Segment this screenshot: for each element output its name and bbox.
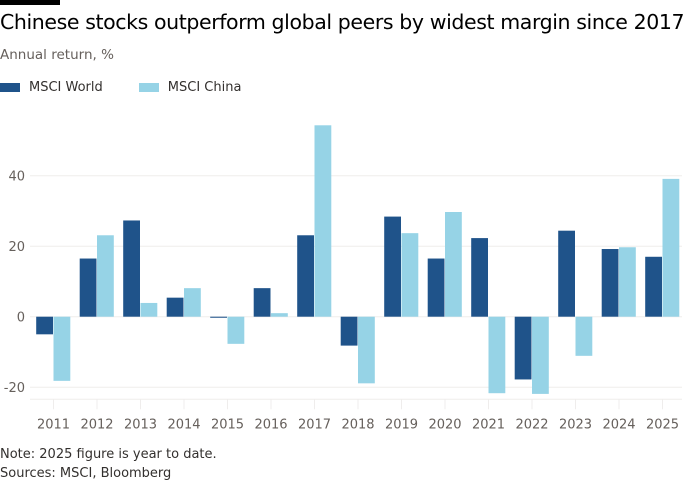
bar-msci-china-2013 [140,302,158,317]
y-tick-label: 0 [17,311,25,326]
bar-msci-world-2014 [166,297,184,317]
legend-item-msci-world: MSCI World [0,80,103,95]
chart-subtitle: Annual return, % [0,47,114,63]
bar-msci-china-2025 [662,178,680,317]
bar-msci-china-2018 [358,316,375,384]
sources: Sources: MSCI, Bloomberg [0,466,172,481]
bar-msci-china-2011 [53,316,71,381]
x-tick-label: 2022 [515,417,548,430]
bar-msci-world-2021 [471,238,488,317]
bar-msci-world-2018 [340,316,358,346]
bar-msci-world-2023 [558,230,575,317]
brand-bar [0,0,60,5]
x-tick-label: 2011 [37,417,70,430]
bar-msci-world-2019 [384,216,401,317]
bar-msci-china-2017 [314,125,332,317]
bar-msci-china-2022 [532,316,549,394]
bar-msci-china-2023 [575,316,593,356]
x-tick-label: 2020 [428,417,461,430]
legend-item-msci-china: MSCI China [138,80,242,95]
y-tick-label: -20 [4,381,25,396]
footnote: Note: 2025 figure is year to date. [0,447,217,462]
bar-msci-china-2012 [97,235,114,317]
bar-msci-world-2011 [36,316,53,335]
bar-msci-world-2022 [514,316,532,380]
legend-label-msci-world: MSCI World [29,80,103,95]
bar-msci-world-2020 [427,258,445,317]
x-tick-label: 2015 [211,417,244,430]
x-tick-label: 2014 [167,417,200,430]
bar-msci-china-2019 [401,233,419,317]
bar-msci-world-2025 [645,256,662,317]
bar-msci-china-2016 [271,313,288,317]
bar-msci-world-2015 [210,316,227,318]
bar-msci-world-2017 [297,235,314,317]
bar-chart: -20 0 20 40 2011 2012 2013 2014 2015 2016 2017 2018… [4,125,682,430]
legend-swatch-msci-china [138,83,159,92]
x-tick-label: 2019 [385,417,418,430]
x-tick-label: 2013 [124,417,157,430]
legend-swatch-msci-world [0,83,20,92]
bar-msci-china-2014 [184,288,201,317]
bar-msci-world-2013 [123,220,140,317]
x-tick-label: 2017 [298,417,331,430]
x-tick-label: 2024 [602,417,635,430]
y-tick-label: 40 [8,170,25,185]
chart-title: Chinese stocks outperform global peers b… [0,10,685,34]
x-tick-label: 2016 [254,417,287,430]
bar-msci-world-2016 [253,288,271,317]
x-tick-label: 2023 [559,417,592,430]
bar-msci-world-2024 [601,249,619,317]
bar-msci-china-2020 [445,212,462,317]
legend-label-msci-china: MSCI China [167,80,242,95]
x-tick-label: 2025 [646,417,679,430]
x-tick-label: 2018 [341,417,374,430]
bar-msci-world-2012 [79,258,97,317]
bar-msci-china-2024 [619,247,636,317]
x-tick-label: 2012 [80,417,113,430]
legend: MSCI World MSCI China [0,80,277,95]
x-tick-label: 2021 [472,417,505,430]
bar-msci-china-2021 [488,316,506,394]
y-tick-label: 20 [8,240,25,255]
bar-msci-china-2015 [227,316,245,344]
